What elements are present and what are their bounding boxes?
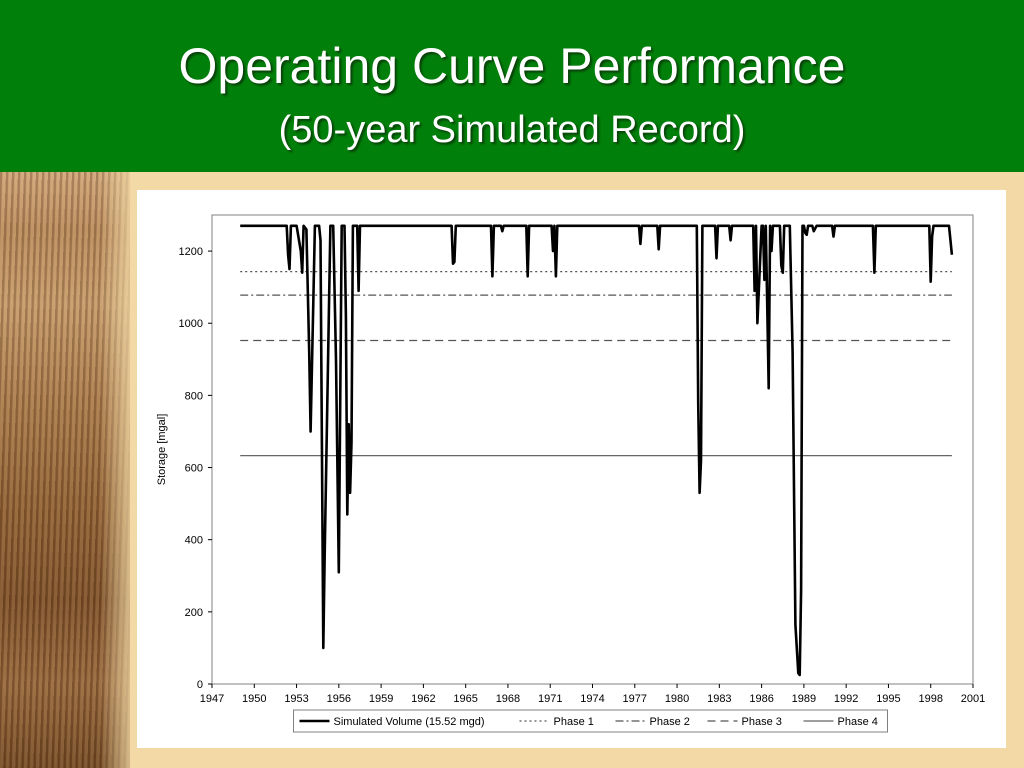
legend-label: Phase 3 <box>742 716 782 728</box>
legend-box <box>293 709 888 733</box>
photo-fade <box>100 172 140 768</box>
chart-legend: Simulated Volume (15.52 mgd) Phase 1 Phase… <box>293 709 888 733</box>
x-tick-label: 1968 <box>496 693 520 705</box>
x-tick-label: 1953 <box>284 693 308 705</box>
x-tick-label: 1962 <box>411 693 435 705</box>
y-tick-label: 1200 <box>179 246 203 258</box>
x-tick-label: 1980 <box>665 693 689 705</box>
x-tick-label: 1983 <box>707 693 731 705</box>
x-tick-label: 1992 <box>834 693 858 705</box>
x-tick-label: 1998 <box>918 693 942 705</box>
slide-header: Operating Curve Performance (50-year Sim… <box>0 0 1024 172</box>
x-tick-label: 1950 <box>242 693 266 705</box>
legend-label: Simulated Volume (15.52 mgd) <box>334 716 485 728</box>
y-tick-label: 600 <box>185 463 203 475</box>
x-tick-label: 1959 <box>369 693 393 705</box>
y-tick-label: 400 <box>185 535 203 547</box>
y-axis-title: Storage [mgal] <box>156 414 168 486</box>
y-tick-label: 200 <box>185 607 203 619</box>
legend-label: Phase 4 <box>838 716 878 728</box>
x-tick-label: 1986 <box>749 693 773 705</box>
x-tick-label: 1965 <box>453 693 477 705</box>
x-tick-label: 1947 <box>200 693 224 705</box>
x-tick-label: 1974 <box>580 693 604 705</box>
series-line-simulated-volume-15-52-mgd <box>240 224 954 677</box>
slide-subtitle: (50-year Simulated Record) <box>278 109 746 151</box>
x-tick-label: 1995 <box>876 693 900 705</box>
y-tick-label: 0 <box>197 679 203 691</box>
legend-label: Phase 2 <box>650 716 690 728</box>
x-tick-label: 1989 <box>792 693 816 705</box>
storage-chart: 1947 1950 1953 1956 1959 1962 1965 1968 1971 1974… <box>156 214 985 733</box>
legend-label: Phase 1 <box>554 716 594 728</box>
chart-axes: 1947 1950 1953 1956 1959 1962 1965 1968 1971 1974… <box>156 214 985 705</box>
x-tick-label: 1977 <box>623 693 647 705</box>
x-tick-label: 1956 <box>327 693 351 705</box>
y-tick-label: 1000 <box>179 318 203 330</box>
chart-panel: 1947 1950 1953 1956 1959 1962 1965 1968 1971 1974… <box>137 190 1006 748</box>
chart-series <box>240 224 954 677</box>
x-tick-label: 2001 <box>961 693 985 705</box>
y-tick-label: 800 <box>185 390 203 402</box>
x-tick-label: 1971 <box>538 693 562 705</box>
slide-title: Operating Curve Performance <box>178 38 846 94</box>
